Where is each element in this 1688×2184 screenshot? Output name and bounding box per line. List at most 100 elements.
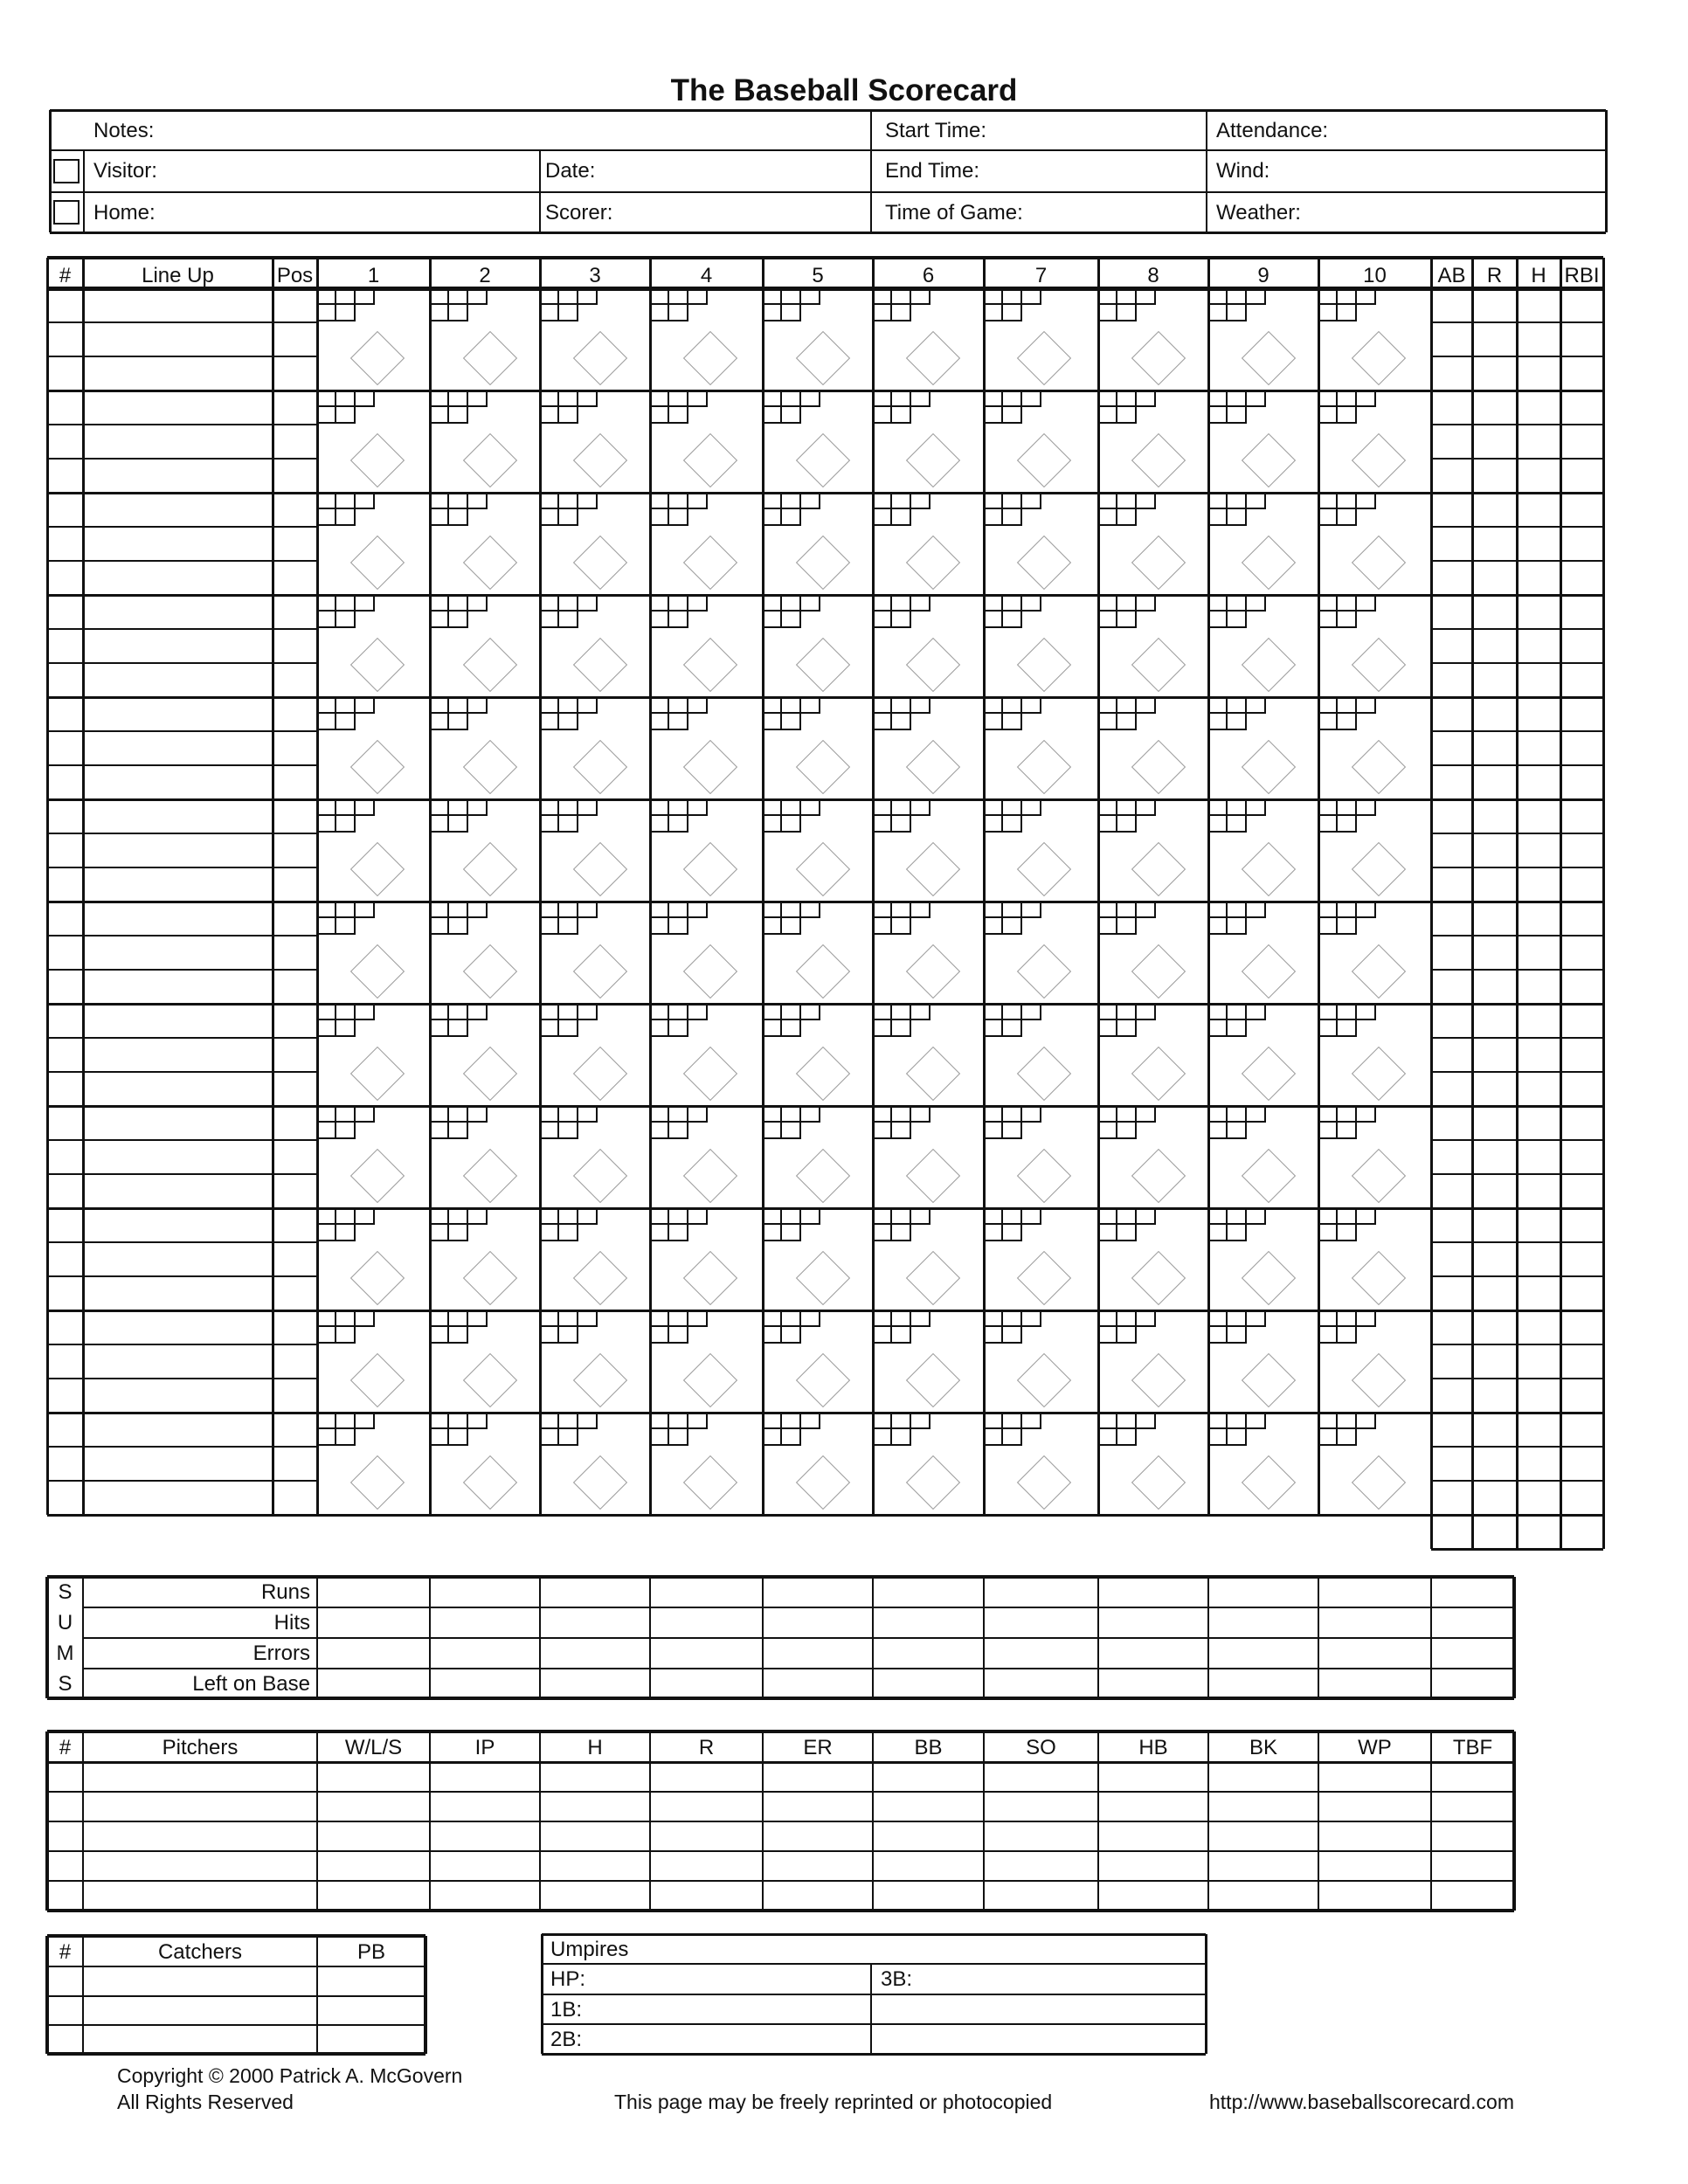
pitch-count-box[interactable]: [650, 612, 669, 628]
lineup-name-field[interactable]: [83, 902, 273, 936]
at-bat-cell[interactable]: [873, 288, 984, 390]
pitcher-cell[interactable]: [1208, 1881, 1318, 1911]
at-bat-cell[interactable]: [1318, 288, 1431, 390]
notes-field[interactable]: [175, 110, 871, 150]
position-field[interactable]: [273, 1106, 317, 1140]
lineup-name-field[interactable]: [83, 1174, 273, 1208]
pitch-count-box[interactable]: [650, 1020, 669, 1037]
r-field[interactable]: [1472, 527, 1517, 561]
pitcher-cell[interactable]: [873, 1821, 984, 1851]
pitch-count-box[interactable]: [892, 1413, 911, 1429]
pitch-count-box[interactable]: [1247, 390, 1266, 407]
sums-cell[interactable]: [763, 1607, 873, 1638]
pitch-count-box[interactable]: [763, 816, 782, 833]
pitch-count-box[interactable]: [1003, 1106, 1022, 1123]
at-bat-cell[interactable]: [1318, 902, 1431, 1004]
position-field[interactable]: [273, 288, 317, 322]
pitch-count-box[interactable]: [449, 612, 468, 628]
pitch-count-box[interactable]: [317, 407, 336, 424]
at-bat-cell[interactable]: [984, 697, 1098, 799]
pitch-count-box[interactable]: [669, 918, 688, 935]
pitcher-cell[interactable]: [540, 1762, 650, 1792]
pitch-count-box[interactable]: [1357, 595, 1376, 612]
pitch-count-box[interactable]: [356, 1208, 375, 1225]
pitch-count-box[interactable]: [1208, 1020, 1228, 1037]
pitch-count-box[interactable]: [1098, 816, 1117, 833]
pitch-count-box[interactable]: [873, 714, 892, 730]
pitch-count-box[interactable]: [1318, 407, 1338, 424]
pitch-count-box[interactable]: [1003, 1123, 1022, 1139]
pitch-count-box[interactable]: [688, 288, 708, 305]
pitch-count-box[interactable]: [336, 390, 356, 407]
pitcher-cell[interactable]: [873, 1851, 984, 1881]
at-bat-cell[interactable]: [763, 1413, 873, 1515]
pitch-count-box[interactable]: [763, 799, 782, 816]
pitch-count-box[interactable]: [1208, 1225, 1228, 1241]
pitch-count-box[interactable]: [1003, 1225, 1022, 1241]
position-field[interactable]: [273, 1208, 317, 1242]
at-bat-cell[interactable]: [984, 1413, 1098, 1515]
position-field[interactable]: [273, 1004, 317, 1038]
rbi-field[interactable]: [1560, 527, 1603, 561]
rbi-field[interactable]: [1560, 1004, 1603, 1038]
pitch-count-box[interactable]: [1117, 390, 1137, 407]
pitch-count-box[interactable]: [763, 1106, 782, 1123]
pitch-count-box[interactable]: [873, 1225, 892, 1241]
at-bat-cell[interactable]: [984, 1106, 1098, 1208]
pitch-count-box[interactable]: [1117, 799, 1137, 816]
pitch-count-box[interactable]: [1022, 288, 1041, 305]
pitch-count-box[interactable]: [1318, 1208, 1338, 1225]
pitcher-cell[interactable]: [1208, 1851, 1318, 1881]
pitch-count-box[interactable]: [468, 288, 488, 305]
pitcher-cell[interactable]: [763, 1851, 873, 1881]
pitch-count-box[interactable]: [892, 1327, 911, 1344]
h-field[interactable]: [1517, 833, 1560, 867]
h-field[interactable]: [1517, 1242, 1560, 1276]
ab-field[interactable]: [1431, 527, 1472, 561]
pitch-count-box[interactable]: [892, 697, 911, 714]
pitch-count-box[interactable]: [892, 509, 911, 526]
r-field[interactable]: [1472, 1413, 1517, 1447]
position-field[interactable]: [273, 561, 317, 595]
pitch-count-box[interactable]: [1338, 612, 1357, 628]
pitch-count-box[interactable]: [669, 1020, 688, 1037]
pitch-count-box[interactable]: [1208, 1413, 1228, 1429]
pitcher-cell[interactable]: [540, 1821, 650, 1851]
at-bat-cell[interactable]: [1318, 1413, 1431, 1515]
h-field[interactable]: [1517, 1379, 1560, 1413]
pitch-count-box[interactable]: [559, 1310, 578, 1327]
pitch-count-box[interactable]: [1228, 390, 1247, 407]
pitch-count-box[interactable]: [540, 595, 559, 612]
pitch-count-box[interactable]: [1003, 1429, 1022, 1446]
pitch-count-box[interactable]: [688, 697, 708, 714]
pitch-count-box[interactable]: [449, 407, 468, 424]
position-field[interactable]: [273, 629, 317, 663]
pitch-count-box[interactable]: [317, 1004, 336, 1020]
pitch-count-box[interactable]: [763, 288, 782, 305]
pitch-count-box[interactable]: [873, 1123, 892, 1139]
pitch-count-box[interactable]: [650, 1208, 669, 1225]
pitch-count-box[interactable]: [669, 1208, 688, 1225]
pitch-count-box[interactable]: [1137, 1106, 1156, 1123]
pitch-count-box[interactable]: [688, 1413, 708, 1429]
pitch-count-box[interactable]: [669, 612, 688, 628]
pitch-count-box[interactable]: [801, 493, 820, 509]
at-bat-cell[interactable]: [1098, 288, 1208, 390]
pitch-count-box[interactable]: [1098, 493, 1117, 509]
at-bat-cell[interactable]: [540, 390, 650, 493]
ab-field[interactable]: [1431, 697, 1472, 731]
rbi-field[interactable]: [1560, 902, 1603, 936]
pitch-count-box[interactable]: [356, 1004, 375, 1020]
pitch-count-box[interactable]: [559, 816, 578, 833]
pitch-count-box[interactable]: [763, 1413, 782, 1429]
at-bat-cell[interactable]: [1208, 1310, 1318, 1413]
pitch-count-box[interactable]: [1003, 799, 1022, 816]
at-bat-cell[interactable]: [873, 390, 984, 493]
pitch-count-box[interactable]: [1247, 902, 1266, 918]
pitch-count-box[interactable]: [559, 305, 578, 321]
at-bat-cell[interactable]: [1318, 595, 1431, 697]
pitch-count-box[interactable]: [1003, 1327, 1022, 1344]
at-bat-cell[interactable]: [650, 288, 763, 390]
sums-cell[interactable]: [540, 1638, 650, 1669]
pitch-count-box[interactable]: [782, 1429, 801, 1446]
